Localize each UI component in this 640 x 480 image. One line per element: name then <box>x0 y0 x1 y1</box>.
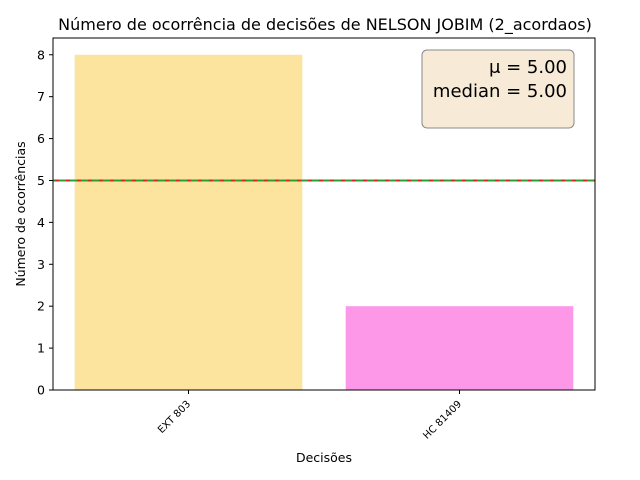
bar-ext-803 <box>74 54 303 391</box>
median-label: median = 5.00 <box>433 81 567 102</box>
x-tick-label: HC 81409 <box>421 399 464 442</box>
y-tick-label: 7 <box>37 89 45 104</box>
y-tick-label: 1 <box>37 341 45 356</box>
plot-frame <box>52 37 596 391</box>
x-tick-label: EXT 803 <box>156 399 193 436</box>
y-axis-label: Número de ocorrências <box>13 141 28 286</box>
y-tick-label: 8 <box>37 47 45 62</box>
x-axis: EXT 803 HC 81409 <box>156 390 464 442</box>
y-tick-label: 2 <box>37 299 45 314</box>
stats-box: μ = 5.00 median = 5.00 <box>421 49 575 129</box>
stats-box-background <box>421 49 575 129</box>
y-tick-label: 4 <box>37 215 45 230</box>
y-tick-label: 3 <box>37 257 45 272</box>
y-tick-label: 5 <box>37 173 45 188</box>
y-axis: 0 1 2 3 4 5 6 7 8 <box>37 47 53 398</box>
mean-label: μ = 5.00 <box>489 57 567 78</box>
bars-group <box>74 54 574 391</box>
bar-hc-81409 <box>345 306 574 390</box>
y-tick-label: 6 <box>37 131 45 146</box>
x-axis-label: Decisões <box>296 450 352 465</box>
chart-title: Número de ocorrência de decisões de NELS… <box>58 15 592 35</box>
y-tick-label: 0 <box>37 383 45 398</box>
